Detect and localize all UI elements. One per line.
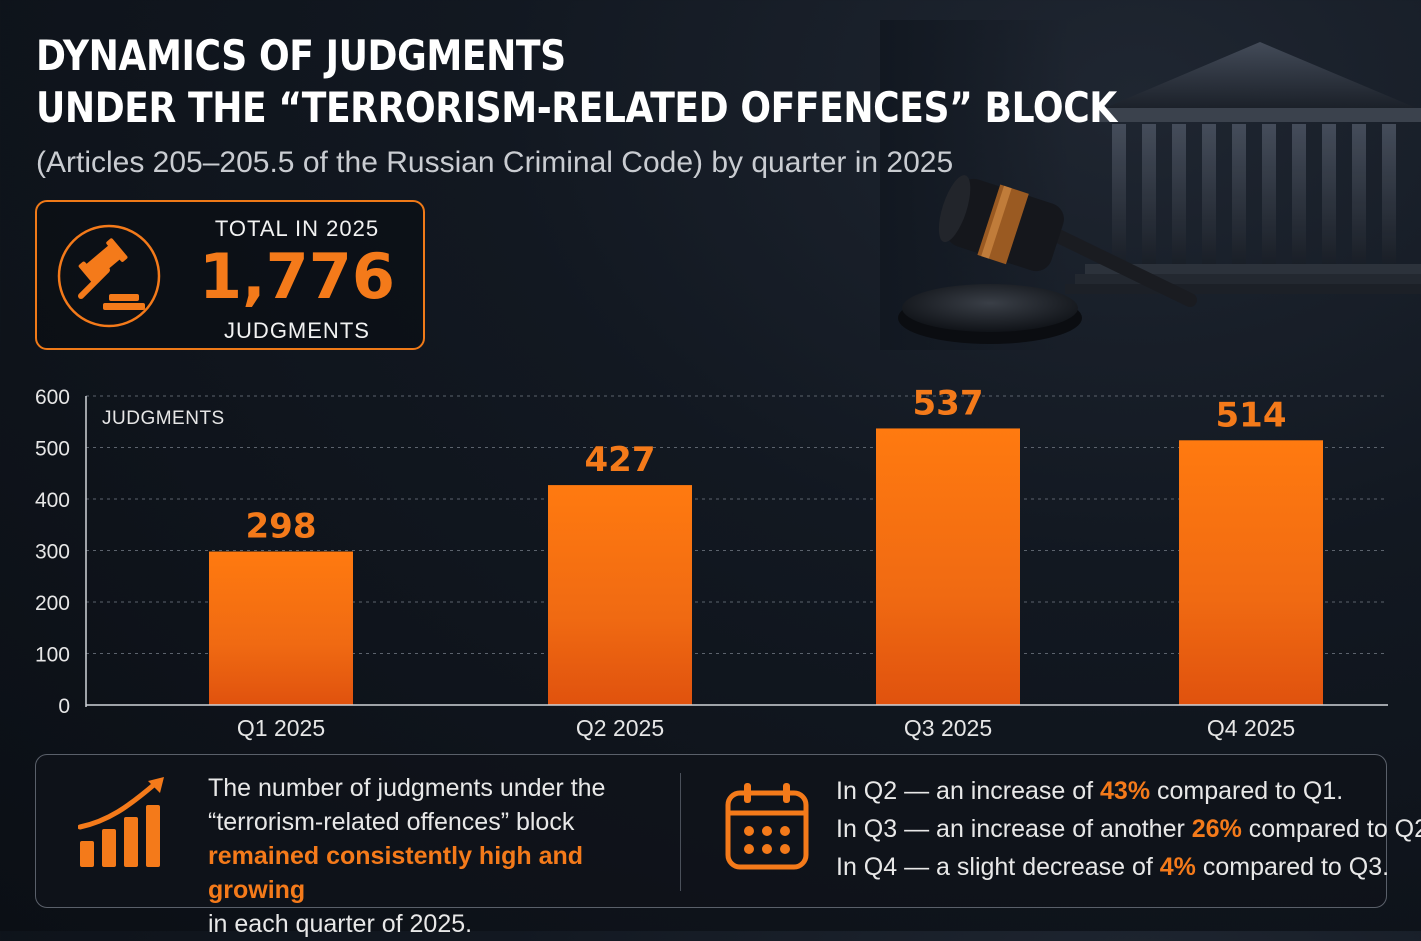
- summary-text: The number of judgments under the “terro…: [208, 771, 668, 941]
- calendar-icon: [725, 783, 809, 870]
- bar-value-label: 514: [1216, 395, 1287, 435]
- subtitle: (Articles 205–205.5 of the Russian Crimi…: [36, 146, 954, 179]
- growth-chart-icon: [78, 777, 164, 867]
- y-tick-label: 400: [35, 489, 70, 512]
- y-tick-label: 100: [35, 644, 70, 667]
- title-line-1: DYNAMICS OF JUDGMENTS: [36, 31, 566, 80]
- gavel-icon: [57, 224, 161, 328]
- bar-value-label: 537: [913, 383, 984, 423]
- summary-panel: The number of judgments under the “terro…: [35, 754, 1421, 938]
- bar-3: [876, 428, 1020, 705]
- y-tick-label: 300: [35, 541, 70, 564]
- total-value: 1,776: [198, 240, 396, 313]
- change-q2-pct: 43%: [1100, 777, 1151, 805]
- bar-value-label: 298: [246, 507, 317, 547]
- x-category-label: Q2 2025: [576, 715, 664, 741]
- bar-4: [1179, 440, 1323, 705]
- courthouse-gavel-illustration: [880, 20, 1421, 350]
- change-q3-pct: 26%: [1191, 815, 1242, 843]
- bar-2: [548, 485, 692, 705]
- summary-text-before: The number of judgments under the “terro…: [208, 774, 606, 836]
- total-card: TOTAL IN 2025 1,776 JUDGMENTS: [35, 200, 425, 350]
- change-q3: In Q3 — an increase of another 26% compa…: [836, 815, 1421, 843]
- summary-text-after: in each quarter of 2025.: [208, 910, 473, 938]
- bar-1: [209, 551, 353, 705]
- y-tick-label: 200: [35, 592, 70, 615]
- change-q2: In Q2 — an increase of 43% compared to Q…: [836, 777, 1344, 805]
- page-title: DYNAMICS OF JUDGMENTS UNDER THE “TERRORI…: [36, 30, 1117, 134]
- divider: [680, 773, 681, 891]
- total-label: TOTAL IN 2025: [214, 216, 380, 241]
- bar-chart: 0 100 200 300 400 500 600 298 Q1 2025 427 Q2 2025…: [35, 383, 1388, 741]
- total-unit: JUDGMENTS: [224, 318, 370, 343]
- x-category-label: Q1 2025: [237, 715, 325, 741]
- change-q4-pct: 4%: [1159, 853, 1196, 881]
- y-tick-label: 600: [35, 386, 70, 409]
- y-tick-label: 500: [35, 438, 70, 461]
- x-category-label: Q4 2025: [1207, 715, 1295, 741]
- y-tick-label: 0: [58, 695, 70, 718]
- change-q4: In Q4 — a slight decrease of 4% compared…: [836, 853, 1390, 881]
- title-line-2: UNDER THE “TERRORISM-RELATED OFFENCES” B…: [36, 83, 1117, 132]
- summary-highlight: remained consistently high and growing: [208, 842, 584, 904]
- x-category-label: Q3 2025: [904, 715, 992, 741]
- bar-value-label: 427: [585, 440, 656, 480]
- y-axis-label: JUDGMENTS: [102, 408, 225, 429]
